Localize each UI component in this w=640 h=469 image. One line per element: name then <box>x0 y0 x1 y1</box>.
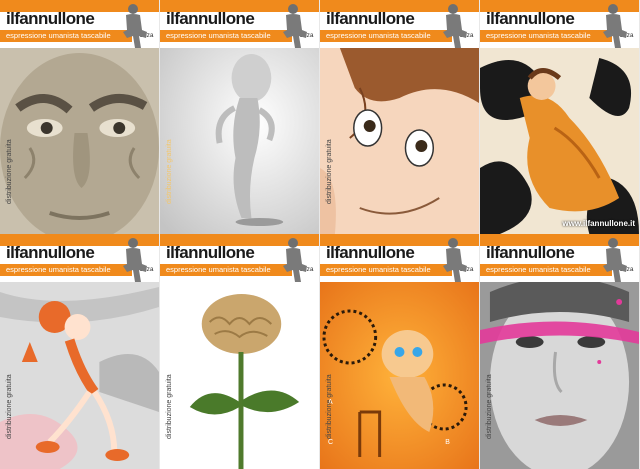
magazine-title: ilfannullone <box>166 9 255 28</box>
svg-text:B: B <box>445 439 450 446</box>
cover-6[interactable]: ilfannullone espressione umanista tascab… <box>160 234 320 469</box>
side-label: distribuzione gratuita <box>486 374 493 439</box>
cover-header: ilfannullone espressione umanista tascab… <box>320 234 479 282</box>
magazine-title: ilfannullone <box>6 9 95 28</box>
side-label: distribuzione gratuita <box>6 139 13 204</box>
magazine-subtitle: espressione umanista tascabile <box>480 30 612 42</box>
cover-6-artwork <box>160 282 319 469</box>
cover-2[interactable]: ilfannullone espressione umanista tascab… <box>160 0 320 234</box>
cover-2-artwork <box>160 48 319 234</box>
side-label: distribuzione gratuita <box>166 374 173 439</box>
orange-stripe <box>0 234 159 246</box>
sitting-figure-icon <box>283 238 307 282</box>
side-label: distribuzione gratuita <box>326 139 333 204</box>
cover-header: ilfannullone espressione umanista tascab… <box>320 0 479 48</box>
cover-3-artwork <box>320 48 479 234</box>
magazine-title: ilfannullone <box>326 243 415 262</box>
sitting-figure-icon <box>123 238 147 282</box>
orange-stripe <box>160 0 319 12</box>
side-label: distribuzione gratuita <box>166 139 173 204</box>
orange-stripe <box>320 234 479 246</box>
orange-stripe <box>320 0 479 12</box>
magazine-subtitle: espressione umanista tascabile <box>160 264 292 276</box>
sitting-figure-icon <box>603 4 627 48</box>
cover-1-artwork <box>0 48 159 234</box>
magazine-subtitle: espressione umanista tascabile <box>480 264 612 276</box>
magazine-subtitle: espressione umanista tascabile <box>320 30 452 42</box>
orange-stripe <box>480 234 639 246</box>
cover-header: ilfannullone espressione umanista tascab… <box>160 0 319 48</box>
cover-4[interactable]: ilfannullone espressione umanista tascab… <box>480 0 640 234</box>
cover-header: ilfannullone espressione umanista tascab… <box>480 234 639 282</box>
side-label: distribuzione gratuita <box>326 374 333 439</box>
cover-header: ilfannullone espressione umanista tascab… <box>160 234 319 282</box>
sitting-figure-icon <box>443 4 467 48</box>
svg-text:C: C <box>328 439 333 446</box>
magazine-subtitle: espressione umanista tascabile <box>160 30 292 42</box>
magazine-subtitle: espressione umanista tascabile <box>0 264 132 276</box>
cover-5[interactable]: ilfannullone espressione umanista tascab… <box>0 234 160 469</box>
cover-1[interactable]: ilfannullone espressione umanista tascab… <box>0 0 160 234</box>
magazine-subtitle: espressione umanista tascabile <box>320 264 452 276</box>
magazine-title: ilfannullone <box>6 243 95 262</box>
sitting-figure-icon <box>283 4 307 48</box>
cover-8[interactable]: ilfannullone espressione umanista tascab… <box>480 234 640 469</box>
svg-text:A: A <box>328 399 333 406</box>
magazine-title: ilfannullone <box>326 9 415 28</box>
orange-stripe <box>0 0 159 12</box>
cover-3[interactable]: ilfannullone espressione umanista tascab… <box>320 0 480 234</box>
cover-4-artwork <box>480 48 639 234</box>
magazine-title: ilfannullone <box>486 9 575 28</box>
magazine-subtitle: espressione umanista tascabile <box>0 30 132 42</box>
side-label: distribuzione gratuita <box>6 374 13 439</box>
cover-7[interactable]: A C B ilfannullone espressione umanista … <box>320 234 480 469</box>
cover-8-artwork <box>480 282 639 469</box>
orange-stripe <box>160 234 319 246</box>
magazine-title: ilfannullone <box>486 243 575 262</box>
cover-header: ilfannullone espressione umanista tascab… <box>480 0 639 48</box>
cover-7-artwork: A C B <box>320 282 479 469</box>
magazine-title: ilfannullone <box>166 243 255 262</box>
sitting-figure-icon <box>603 238 627 282</box>
cover-header: ilfannullone espressione umanista tascab… <box>0 0 159 48</box>
website-url: www.ilfannullone.it <box>562 219 635 228</box>
orange-stripe <box>480 0 639 12</box>
cover-header: ilfannullone espressione umanista tascab… <box>0 234 159 282</box>
sitting-figure-icon <box>443 238 467 282</box>
sitting-figure-icon <box>123 4 147 48</box>
cover-5-artwork <box>0 282 159 469</box>
